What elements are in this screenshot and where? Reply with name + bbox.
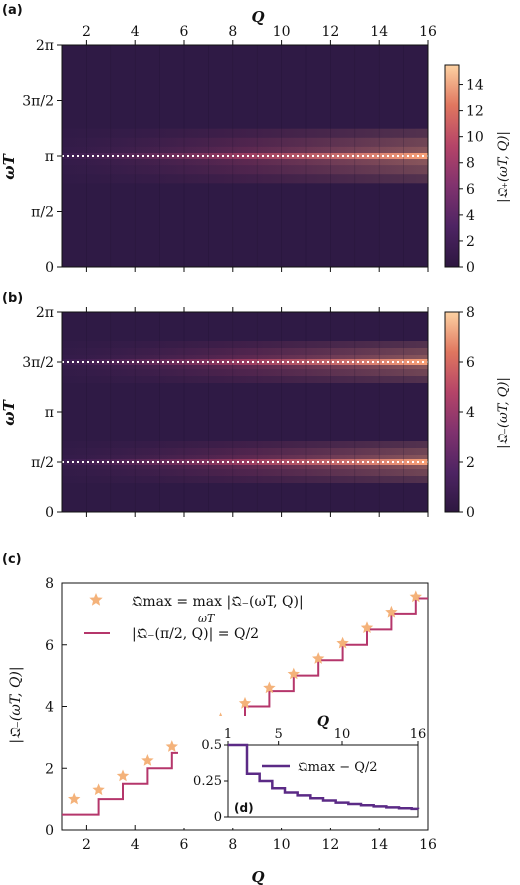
x-tick-label: 6 xyxy=(180,24,189,40)
scatter-point xyxy=(68,792,81,805)
y-tick-label: 2 xyxy=(45,761,54,777)
heatmap-panel-b: 0 π/2 π 3π/2 2π 0 2 4 6 8 xyxy=(22,305,475,521)
y-tick-label: 2π xyxy=(36,305,54,321)
y-tick-label: 8 xyxy=(45,576,54,592)
scatter-point xyxy=(165,740,178,752)
legend-label-max: 𝔔max = max |𝔔₋(ωT, Q)| xyxy=(132,594,304,610)
y-tick-label: 3π/2 xyxy=(22,355,54,371)
scatter-point xyxy=(141,754,154,766)
intensity-core xyxy=(62,153,428,160)
inset-series-line xyxy=(228,743,420,811)
colorbar-tick-label: 8 xyxy=(466,156,475,172)
y-tick-label: π/2 xyxy=(31,455,54,471)
x-axis-title-a-top: Q xyxy=(251,8,264,26)
x-tick-label: 6 xyxy=(180,837,189,853)
intensity-core xyxy=(62,459,428,466)
scatter-point xyxy=(263,681,276,694)
y-tick-label: π xyxy=(45,405,54,421)
legend-marker-max xyxy=(89,593,103,606)
colorbar-tick-label: 4 xyxy=(466,208,475,224)
colorbar-tick-label: 6 xyxy=(466,355,475,371)
colorbar-label-a: |𝔔₊(ωT, Q)| xyxy=(496,131,511,203)
y-tick-label: 4 xyxy=(45,700,54,716)
legend-label-step: |𝔔₋(π/2, Q)| = Q/2 xyxy=(132,626,259,642)
x-tick-label: 12 xyxy=(321,24,339,40)
y-tick-label: π/2 xyxy=(31,205,54,221)
colorbar-tick-label: 8 xyxy=(466,305,475,321)
x-tick-label: 14 xyxy=(370,24,388,40)
inset-y-tick-label: 0 xyxy=(214,810,222,825)
x-tick-label: 16 xyxy=(419,837,437,853)
scatter-point xyxy=(92,783,105,796)
inset-y-tick-label: 0.5 xyxy=(201,738,222,753)
inset-x-tick-label: 16 xyxy=(410,727,427,742)
inset-x-axis-title: Q xyxy=(317,714,329,730)
colorbar-tick-label: 6 xyxy=(466,182,475,198)
x-tick-label: 2 xyxy=(82,24,91,40)
x-tick-label: 2 xyxy=(82,837,91,853)
panel-label-b: (b) xyxy=(2,291,23,306)
inset-x-tick-label: 1 xyxy=(224,727,232,742)
x-tick-label: 8 xyxy=(228,24,237,40)
scatter-point xyxy=(385,605,398,618)
y-tick-label: 0 xyxy=(45,260,54,276)
inset-y-tick-label: 0.25 xyxy=(193,774,222,789)
y-axis-title-b: ωT xyxy=(0,398,18,425)
panel-label-c: (c) xyxy=(2,552,22,567)
scatter-point xyxy=(409,590,422,603)
x-tick-label: 8 xyxy=(228,837,237,853)
panel-label-a: (a) xyxy=(2,3,23,18)
colorbar-tick-label: 14 xyxy=(466,78,484,94)
inset-legend-label: 𝔔max − Q/2 xyxy=(298,760,378,775)
x-tick-label: 10 xyxy=(273,837,291,853)
x-tick-label: 16 xyxy=(419,24,437,40)
colorbar-tick-label: 10 xyxy=(466,130,484,146)
x-tick-label: 12 xyxy=(321,837,339,853)
colorbar-tick-label: 4 xyxy=(466,405,475,421)
inset-x-tick-label: 10 xyxy=(334,727,351,742)
x-tick-label: 14 xyxy=(370,837,388,853)
colorbar-tick-label: 12 xyxy=(466,104,484,120)
scatter-point xyxy=(312,652,325,664)
inset-x-tick-label: 5 xyxy=(275,727,283,742)
y-tick-label: 2π xyxy=(36,38,54,54)
scatter-point xyxy=(360,621,374,633)
y-tick-label: 0 xyxy=(45,505,54,521)
y-tick-label: π xyxy=(45,149,54,165)
heatmap-panel-a: 2 4 6 8 10 12 14 16 0 π/2 π 3π/2 2π 0 2 4 6 8 10 12 14 xyxy=(22,24,484,276)
colorbar xyxy=(444,311,460,513)
scatter-point xyxy=(287,667,300,680)
scatter-point xyxy=(116,769,130,782)
colorbar-tick-label: 2 xyxy=(466,455,475,471)
colorbar xyxy=(444,64,460,268)
y-axis-title-c: |𝔔₋(ωT, Q)| xyxy=(8,666,24,743)
intensity-core xyxy=(62,359,428,366)
legend-label-max-sub: ωT xyxy=(198,612,216,625)
panel-label-d: (d) xyxy=(234,801,254,815)
inset-panel-d: 1 5 10 16 Q 0 0.25 0.5 𝔔max − Q/2 (d) xyxy=(178,714,426,828)
y-tick-label: 3π/2 xyxy=(22,94,54,110)
y-tick-label: 0 xyxy=(45,823,54,839)
scatter-point xyxy=(238,696,252,709)
x-tick-label: 10 xyxy=(273,24,291,40)
x-axis-title-c: Q xyxy=(251,868,264,885)
x-tick-label: 4 xyxy=(131,837,140,853)
y-axis-title-a: ωT xyxy=(0,152,18,179)
colorbar-tick-label: 0 xyxy=(466,260,475,276)
y-tick-label: 6 xyxy=(45,638,54,654)
x-tick-label: 4 xyxy=(131,24,140,40)
colorbar-label-b: |𝔔₋(ωT, Q)| xyxy=(496,377,511,449)
scatter-point xyxy=(336,636,349,649)
colorbar-tick-label: 0 xyxy=(466,505,475,521)
colorbar-tick-label: 2 xyxy=(466,234,475,250)
